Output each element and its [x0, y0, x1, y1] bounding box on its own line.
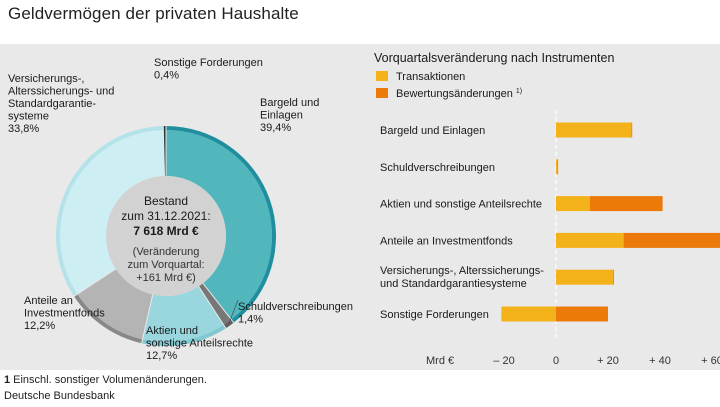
- x-tick-label-4: + 60: [701, 355, 720, 367]
- category-label-4-1: und Standardgarantiesysteme: [380, 278, 527, 290]
- x-axis-label: Mrd €: [426, 355, 454, 367]
- donut-separator: [162, 126, 165, 177]
- slice-label-2-0: Aktien und: [146, 325, 198, 337]
- center-line-change-2: zum Vorquartal:: [127, 259, 204, 271]
- slice-label-4-3: systeme: [8, 111, 49, 123]
- donut-separator: [73, 268, 117, 297]
- center-line-change-3: +161 Mrd €): [136, 272, 196, 284]
- donut-slice-anteile-an-investmentfonds: [77, 268, 153, 340]
- chart-panel: Bestand zum 31.12.2021: 7 618 Mrd € (Veränd…: [0, 44, 720, 370]
- footnote-text: Einschl. sonstiger Volumenänderungen.: [13, 374, 207, 386]
- donut-slice-aktien-und-sonstige-anteilsrechte: [142, 286, 224, 342]
- bar-chart: Vorquartalsveränderung nach Instrumenten…: [374, 51, 720, 367]
- bar-0-0: [556, 122, 632, 138]
- category-label-0-0: Bargeld und Einlagen: [380, 125, 485, 137]
- footnote-number: 1: [4, 374, 11, 386]
- slice-label-4-0: Versicherungs-,: [8, 73, 84, 85]
- center-line-bestand: Bestand: [144, 194, 188, 208]
- slice-label-4-1: Alterssicherungs- und: [8, 86, 114, 98]
- slice-value-0: 39,4%: [260, 122, 291, 134]
- donut-slice-edge-aktien-und-sonstige-anteilsrechte: [141, 324, 226, 346]
- bar-1-3: [623, 232, 720, 248]
- category-label-1-0: Schuldverschreibungen: [380, 162, 495, 174]
- slice-value-1: 1,4%: [238, 314, 263, 326]
- slice-label-0-1: Einlagen: [260, 110, 303, 122]
- source-note: Deutsche Bundesbank: [4, 390, 115, 402]
- donut-slice-versicherungs-alterssicherungs-und-standardgarantiesysteme: [59, 130, 165, 295]
- slice-value-5: 0,4%: [154, 70, 179, 82]
- slice-label-3-1: Investmentfonds: [24, 308, 105, 320]
- bar-1-2: [589, 196, 663, 212]
- legend-swatch-1: [376, 88, 388, 98]
- legend-label-1: Bewertungsänderungen 1): [396, 88, 522, 100]
- legend-swatch-0: [376, 71, 388, 81]
- center-line-date: zum 31.12.2021:: [121, 209, 210, 223]
- slice-label-4-2: Standardgarantie-: [8, 98, 96, 110]
- slice-value-4: 33,8%: [8, 123, 39, 135]
- slice-label-3-0: Anteile an: [24, 295, 73, 307]
- x-tick-label-1: 0: [553, 355, 559, 367]
- slice-value-3: 12,2%: [24, 320, 55, 332]
- donut-slice-edge-anteile-an-investmentfonds: [74, 294, 143, 344]
- category-label-3-0: Anteile an Investmentfonds: [380, 235, 513, 247]
- bar-1-4: [613, 269, 614, 285]
- donut-center: [106, 176, 226, 296]
- bar-0-2: [556, 196, 590, 212]
- bar-1-0: [631, 122, 633, 138]
- category-label-2-0: Aktien und sonstige Anteilsrechte: [380, 199, 542, 211]
- slice-value-2: 12,7%: [146, 350, 177, 362]
- donut-slice-edge-versicherungs-alterssicherungs-und-standardgarantiesysteme: [56, 126, 164, 297]
- bar-chart-title: Vorquartalsveränderung nach Instrumenten: [374, 51, 614, 65]
- slice-label-1-0: Schuldverschreibungen: [238, 301, 353, 313]
- footnote: 1 Einschl. sonstiger Volumenänderungen.: [4, 374, 207, 386]
- donut-slice-schuldverschreibungen: [198, 283, 232, 325]
- bar-1-1: [557, 159, 559, 175]
- bar-0-1: [556, 159, 558, 175]
- donut-slice-edge-sonstige-forderungen: [163, 126, 166, 131]
- category-label-4-0: Versicherungs-, Alterssicherungs-: [380, 265, 544, 277]
- center-line-change-1: (Veränderung: [133, 246, 200, 258]
- page-title: Geldvermögen der privaten Haushalte: [8, 4, 299, 23]
- donut-slice-bargeld-und-einlagen: [166, 130, 272, 320]
- bar-1-5: [556, 306, 608, 322]
- slice-label-0-0: Bargeld und: [260, 97, 319, 109]
- x-tick-label-0: – 20: [493, 355, 514, 367]
- donut-separator: [202, 282, 235, 323]
- bar-0-3: [556, 232, 624, 248]
- legend-label-0: Transaktionen: [396, 71, 465, 83]
- slice-label-2-1: sonstige Anteilsrechte: [146, 338, 253, 350]
- donut-separator: [141, 294, 154, 344]
- donut-separator: [198, 286, 227, 329]
- bar-0-4: [556, 269, 614, 285]
- legend-superscript: 1): [516, 88, 522, 95]
- x-tick-label-3: + 40: [649, 355, 671, 367]
- x-tick-label-2: + 20: [597, 355, 619, 367]
- center-line-total: 7 618 Mrd €: [133, 224, 199, 238]
- leader-line-schuldverschreibungen: [228, 299, 239, 325]
- slice-label-5-0: Sonstige Forderungen: [154, 57, 263, 69]
- category-label-5-0: Sonstige Forderungen: [380, 309, 489, 321]
- bar-0-5: [501, 306, 556, 322]
